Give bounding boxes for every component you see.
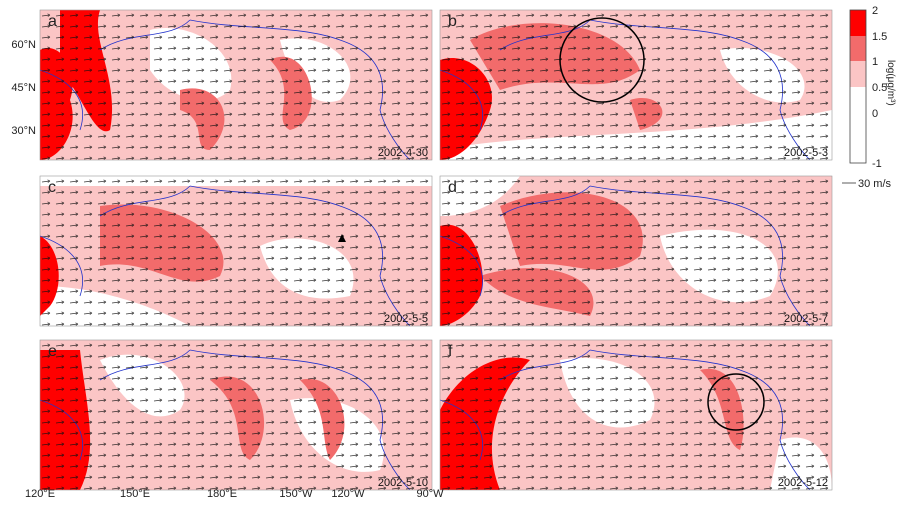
colorbar: 2 1.5 1 0.5 0 -1 log(μg/m³) [849, 5, 896, 170]
map-panel: d 2002-5-7 [439, 175, 833, 327]
wind-vectors [40, 340, 432, 490]
panel-date: 2002-5-12 [778, 477, 828, 489]
panel-date: 2002-5-5 [384, 313, 428, 325]
lon-label: 150°E [120, 488, 150, 500]
panel-letter: d [448, 179, 457, 196]
map-panel: c 2002-5-5 [39, 175, 433, 327]
lon-label: 90°W [416, 488, 444, 500]
map-field [440, 340, 832, 490]
colorbar-tick: 1 [872, 56, 878, 68]
panel-frame [39, 175, 433, 327]
wind-scale: 30 m/s [858, 178, 892, 190]
map-field [40, 340, 432, 490]
lon-label: 120°W [331, 488, 365, 500]
colorbar-tick: 0.5 [872, 82, 887, 94]
lat-label: 30°N [11, 125, 36, 137]
map-field [440, 176, 832, 326]
panel-date: 2002-5-7 [784, 313, 828, 325]
panel-letter: c [48, 179, 56, 196]
map-field [40, 10, 432, 160]
highlight-circle [559, 17, 645, 103]
panel-date: 2002-4-30 [378, 147, 428, 159]
colorbar-tick: 1.5 [872, 31, 887, 43]
lat-label: 60°N [11, 39, 36, 51]
map-panel: a 2002-4-30 [39, 9, 433, 161]
colorbar-tick: -1 [872, 158, 882, 170]
lon-label: 150°W [279, 488, 313, 500]
panel-letter: f [448, 343, 453, 360]
lon-label: 120°E [25, 488, 55, 500]
panel-frame [439, 9, 833, 161]
colorbar-label: log(μg/m³) [885, 60, 896, 106]
wind-vectors [440, 176, 832, 326]
panel-date: 2002-5-3 [784, 147, 828, 159]
wind-vectors [40, 176, 432, 326]
lat-label: 45°N [11, 82, 36, 94]
highlight-circle [707, 373, 765, 431]
panel-letter: a [48, 13, 57, 30]
panel-letter: b [448, 13, 457, 30]
map-panel: f 2002-5-12 [439, 339, 833, 491]
lon-label: 180°E [207, 488, 237, 500]
panel-frame [39, 339, 433, 491]
map-field [440, 10, 832, 160]
site-marker [338, 234, 346, 242]
wind-vectors [40, 10, 432, 160]
map-panel: b 2002-5-3 [439, 9, 833, 161]
colorbar-tick: 0 [872, 108, 878, 120]
panel-frame [439, 339, 833, 491]
panel-frame [39, 9, 433, 161]
panel-letter: e [48, 343, 57, 360]
map-panel: e 2002-5-10 [39, 339, 433, 491]
panel-date: 2002-5-10 [378, 477, 428, 489]
map-field [40, 176, 432, 326]
wind-vectors [440, 340, 832, 490]
colorbar-tick: 2 [872, 5, 878, 17]
panel-frame [439, 175, 833, 327]
